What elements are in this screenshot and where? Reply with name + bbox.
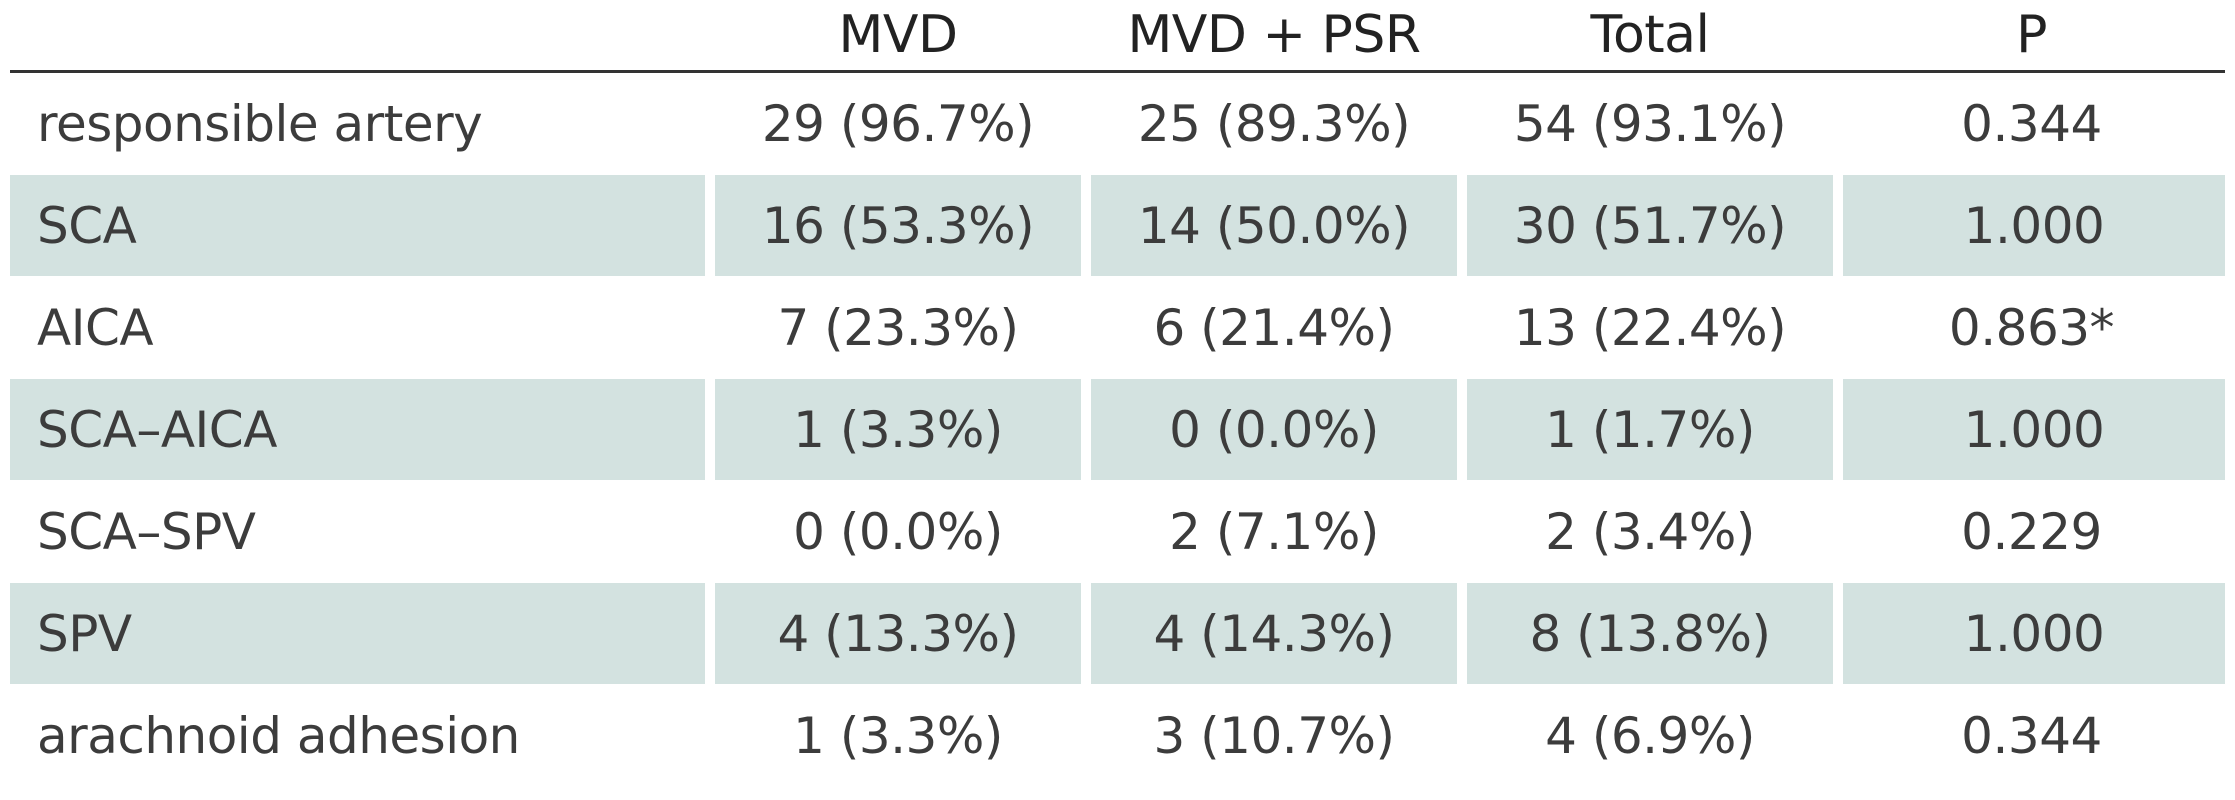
table-row: responsible artery 29 (96.7%) 25 (89.3%)… xyxy=(10,73,2225,175)
header-p: P xyxy=(2016,5,2047,65)
row-label: SPV xyxy=(10,583,710,684)
cell-p: 1.000 xyxy=(1838,379,2225,480)
table-row: SPV 4 (13.3%) 4 (14.3%) 8 (13.8%) 1.000 xyxy=(10,583,2225,685)
cell-mvd-psr: 3 (10.7%) xyxy=(1153,706,1395,765)
cell-mvd: 7 (23.3%) xyxy=(777,298,1019,357)
cell-total: 54 (93.1%) xyxy=(1513,94,1787,153)
table-header-row: MVD MVD + PSR Total P xyxy=(10,0,2225,73)
cell-mvd: 1 (3.3%) xyxy=(710,379,1086,480)
cell-p: 0.344 xyxy=(1961,94,2102,153)
cell-total: 13 (22.4%) xyxy=(1513,298,1787,357)
cell-mvd-psr: 0 (0.0%) xyxy=(1086,379,1462,480)
cell-mvd-psr: 2 (7.1%) xyxy=(1169,502,1379,561)
cell-mvd: 4 (13.3%) xyxy=(710,583,1086,684)
cell-p: 1.000 xyxy=(1838,175,2225,276)
table-row: SCA–SPV 0 (0.0%) 2 (7.1%) 2 (3.4%) 0.229 xyxy=(10,481,2225,583)
cell-total: 2 (3.4%) xyxy=(1545,502,1755,561)
cell-mvd-psr: 25 (89.3%) xyxy=(1137,94,1411,153)
cell-mvd-psr: 14 (50.0%) xyxy=(1086,175,1462,276)
header-empty xyxy=(10,0,710,70)
row-label: arachnoid adhesion xyxy=(37,706,520,765)
cell-total: 30 (51.7%) xyxy=(1462,175,1838,276)
cell-mvd-psr: 4 (14.3%) xyxy=(1086,583,1462,684)
cell-total: 1 (1.7%) xyxy=(1462,379,1838,480)
row-label: SCA–SPV xyxy=(37,502,256,561)
cell-p: 0.229 xyxy=(1961,502,2102,561)
header-mvd-psr: MVD + PSR xyxy=(1127,5,1421,65)
cell-mvd: 16 (53.3%) xyxy=(710,175,1086,276)
cell-mvd: 29 (96.7%) xyxy=(761,94,1035,153)
header-mvd: MVD xyxy=(838,5,958,65)
cell-total: 4 (6.9%) xyxy=(1545,706,1755,765)
row-label: AICA xyxy=(37,298,154,357)
cell-mvd-psr: 6 (21.4%) xyxy=(1153,298,1395,357)
table-row: SCA–AICA 1 (3.3%) 0 (0.0%) 1 (1.7%) 1.00… xyxy=(10,379,2225,481)
row-label: SCA–AICA xyxy=(10,379,710,480)
cell-p: 1.000 xyxy=(1838,583,2225,684)
data-table: MVD MVD + PSR Total P responsible artery… xyxy=(10,0,2225,787)
cell-total: 8 (13.8%) xyxy=(1462,583,1838,684)
cell-mvd: 0 (0.0%) xyxy=(793,502,1003,561)
cell-mvd: 1 (3.3%) xyxy=(793,706,1003,765)
cell-p: 0.344 xyxy=(1961,706,2102,765)
header-total: Total xyxy=(1590,5,1710,65)
row-label: SCA xyxy=(10,175,710,276)
cell-p: 0.863* xyxy=(1948,298,2115,357)
table-row: AICA 7 (23.3%) 6 (21.4%) 13 (22.4%) 0.86… xyxy=(10,277,2225,379)
table-row: SCA 16 (53.3%) 14 (50.0%) 30 (51.7%) 1.0… xyxy=(10,175,2225,277)
row-label: responsible artery xyxy=(37,94,483,153)
table-row: arachnoid adhesion 1 (3.3%) 3 (10.7%) 4 … xyxy=(10,685,2225,787)
